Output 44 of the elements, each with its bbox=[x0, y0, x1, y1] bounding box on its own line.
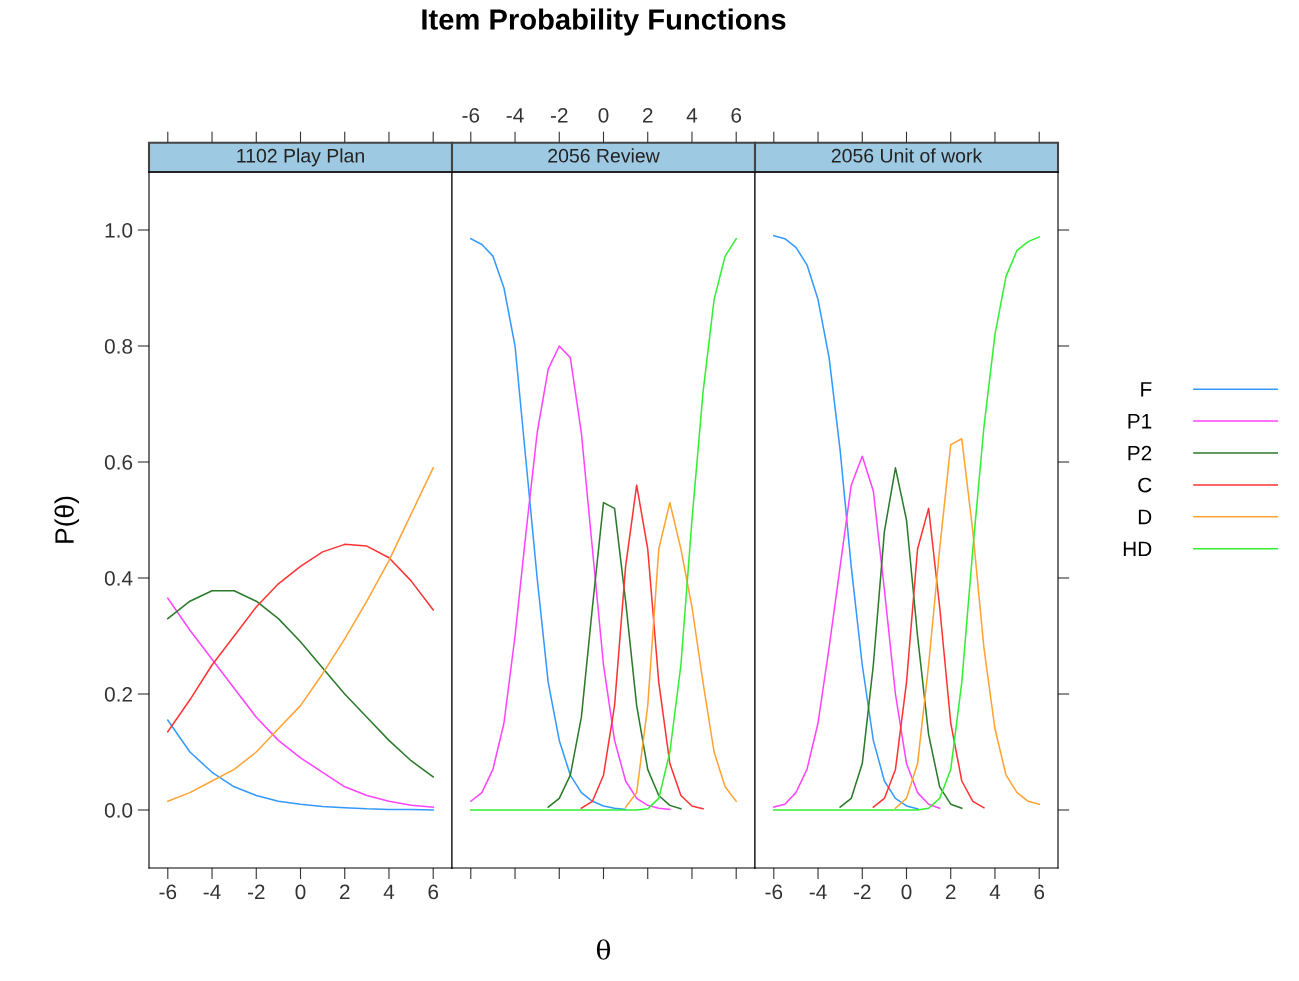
x2-tick-label: -2 bbox=[550, 107, 568, 123]
legend-label: P2 bbox=[1128, 445, 1152, 461]
line-series bbox=[167, 719, 434, 811]
line-series bbox=[167, 543, 434, 733]
x-tick-label: 4 bbox=[383, 884, 395, 900]
x-tick-label: -6 bbox=[765, 884, 783, 900]
legend-label: P1 bbox=[1128, 414, 1152, 429]
y-tick-label: 0.4 bbox=[104, 571, 133, 586]
x-tick-label: -2 bbox=[247, 884, 265, 900]
legend-label: F bbox=[1141, 382, 1152, 397]
legend-label: D bbox=[1138, 509, 1152, 525]
line-series bbox=[167, 589, 434, 778]
x2-tick-label: 4 bbox=[686, 108, 698, 123]
x2-tick-label: -6 bbox=[462, 107, 480, 123]
x-tick-label: 2 bbox=[339, 884, 350, 900]
x-tick-label: -6 bbox=[159, 884, 177, 900]
x-tick-label: 0 bbox=[901, 884, 912, 900]
y-tick-label: 0.8 bbox=[104, 339, 133, 354]
y-tick-label: 0.2 bbox=[104, 687, 132, 702]
x-axis-title: θ bbox=[596, 939, 611, 960]
y-axis-title: P(θ) bbox=[54, 496, 80, 543]
x-tick-label: 2 bbox=[945, 884, 956, 900]
y-tick-label: 1.0 bbox=[105, 223, 133, 238]
line-series bbox=[167, 597, 434, 808]
chart-subtitle: 2056 Unit of work bbox=[831, 148, 983, 163]
x-tick-label: 4 bbox=[989, 884, 1001, 900]
chart-subtitle: 1102 Play Plan bbox=[237, 148, 364, 167]
y-tick-label: 0.6 bbox=[104, 455, 133, 470]
legend-label: HD bbox=[1123, 541, 1152, 557]
x2-tick-label: 6 bbox=[731, 107, 742, 123]
x-tick-label: -4 bbox=[203, 884, 221, 900]
x-tick-label: -2 bbox=[853, 884, 871, 900]
chart-title: Item Probability Functions bbox=[422, 8, 786, 36]
y-tick-label: 0.0 bbox=[104, 803, 133, 818]
x-tick-label: -4 bbox=[809, 884, 827, 900]
x2-tick-label: -4 bbox=[506, 108, 524, 123]
legend-label: C bbox=[1138, 477, 1152, 493]
x-tick-label: 6 bbox=[428, 884, 439, 900]
line-series bbox=[167, 467, 434, 803]
x2-tick-label: 2 bbox=[642, 107, 653, 123]
chart-subtitle: 2056 Review bbox=[548, 148, 660, 163]
x2-tick-label: 0 bbox=[598, 107, 609, 123]
x-tick-label: 6 bbox=[1034, 884, 1045, 900]
x-tick-label: 0 bbox=[295, 884, 306, 900]
